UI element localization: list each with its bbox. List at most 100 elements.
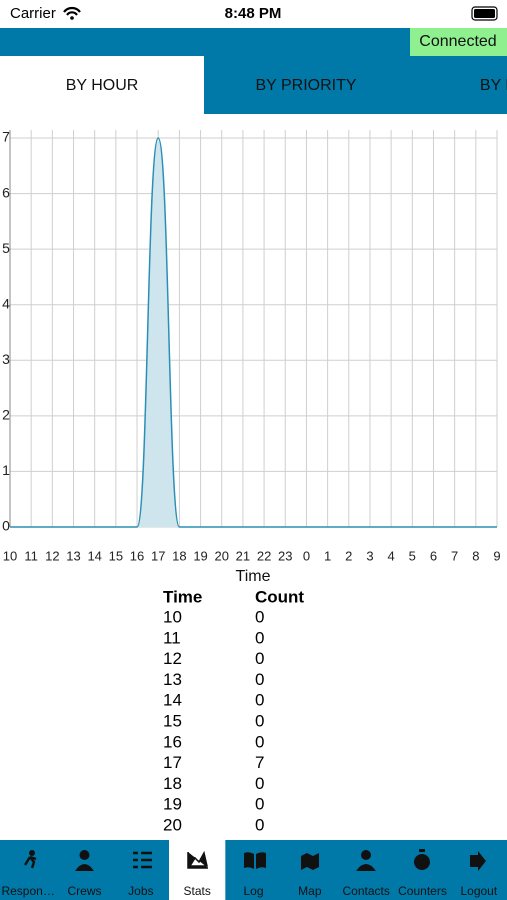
clock: 8:48 PM — [225, 5, 282, 22]
wifi-icon — [63, 6, 81, 16]
icon-counters-top — [419, 849, 425, 852]
table-cell: 7 — [255, 753, 264, 772]
x-tick-label: 7 — [451, 548, 458, 563]
table: Time Count 10 0 11 0 12 0 13 0 14 0 15 0 16 0 17 7 18 0 19 0 2… — [163, 587, 304, 834]
icon-runner-body — [23, 855, 37, 869]
tab-active-bg — [0, 56, 204, 114]
x-tick-label: 4 — [388, 548, 395, 563]
x-tick-label: 13 — [66, 548, 80, 563]
line — [10, 137, 497, 528]
x-tick-label: 18 — [172, 548, 186, 563]
table-cell: 0 — [255, 649, 264, 668]
x-tick-label: 17 — [151, 548, 165, 563]
table-cell: 0 — [255, 795, 264, 814]
x-axis-label: Time — [236, 568, 271, 585]
table-cell: 0 — [255, 815, 264, 834]
icon-jobs — [133, 851, 152, 869]
nav-label[interactable]: Stats — [183, 884, 210, 898]
nav-label[interactable]: Counters — [398, 884, 447, 898]
nav-label[interactable]: Logout — [460, 884, 497, 898]
area — [10, 138, 497, 527]
table-cell: 0 — [255, 628, 264, 647]
icon-crews-body — [75, 864, 94, 871]
y-tick-label: 7 — [2, 129, 10, 145]
icon-runner — [29, 850, 35, 856]
y-tick-label: 5 — [2, 240, 10, 256]
nav-label[interactable]: Crews — [67, 884, 101, 898]
x-tick-label: 20 — [215, 548, 229, 563]
table-cell: 13 — [163, 670, 182, 689]
x-tick-label: 6 — [430, 548, 437, 563]
x-tick-label: 19 — [193, 548, 207, 563]
nav-label[interactable]: Log — [243, 884, 263, 898]
x-tick-label: 21 — [236, 548, 250, 563]
x-tick-label: 1 — [324, 548, 331, 563]
icon-contacts-body — [356, 864, 376, 871]
table-cell: 12 — [163, 649, 182, 668]
x-tick-label: 15 — [109, 548, 123, 563]
icon-log — [244, 852, 266, 869]
x-tick-label: 11 — [24, 548, 38, 563]
nav-icons — [23, 849, 486, 871]
nav-label[interactable]: Jobs — [128, 884, 153, 898]
nav-label[interactable]: Respon… — [1, 884, 54, 898]
table-cell: 16 — [163, 732, 182, 751]
icon-crews — [79, 850, 90, 860]
table-header: Count — [255, 587, 304, 606]
table-cell: 15 — [163, 711, 182, 730]
table-cell: 0 — [255, 774, 264, 793]
y-tick-label: 6 — [2, 184, 10, 200]
table-cell: 19 — [163, 795, 182, 814]
table-cell: 10 — [163, 607, 182, 626]
x-tick-label: 12 — [45, 548, 59, 563]
table-cell: 0 — [255, 670, 264, 689]
x-tick-label: 8 — [472, 548, 479, 563]
battery-level — [474, 9, 495, 18]
table-cell: 0 — [255, 691, 264, 710]
tabs: BY HOUR BY PRIORITY BY DUR — [66, 77, 507, 94]
battery — [471, 6, 498, 21]
x-tick-label: 3 — [366, 548, 373, 563]
y-tick-label: 0 — [2, 518, 10, 534]
x-tick-label: 16 — [130, 548, 144, 563]
x-tick-label: 22 — [257, 548, 271, 563]
table-cell: 20 — [163, 815, 182, 834]
tab-label[interactable]: BY HOUR — [66, 77, 139, 94]
x-tick-label: 5 — [409, 548, 416, 563]
nav-label[interactable]: Map — [298, 884, 322, 898]
icon-contacts — [361, 850, 371, 860]
tab-label[interactable]: BY DUR — [480, 77, 507, 94]
y-tick-label: 1 — [2, 462, 10, 478]
x-tick-label: 23 — [278, 548, 292, 563]
table-cell: 0 — [255, 607, 264, 626]
x-tick-label: 0 — [303, 548, 310, 563]
y-tick-label: 4 — [2, 295, 10, 311]
x-tick-label: 10 — [3, 548, 17, 563]
x-tick-label: 9 — [493, 548, 500, 563]
table-cell: 14 — [163, 691, 182, 710]
table-cell: 18 — [163, 774, 182, 793]
icon-stats — [187, 850, 208, 869]
icon-map — [301, 853, 319, 870]
carrier: Carrier — [10, 5, 56, 22]
nav-label[interactable]: Contacts — [342, 884, 389, 898]
connection-badge — [410, 28, 507, 56]
table-cell: 11 — [163, 628, 181, 647]
table-header: Time — [163, 587, 202, 606]
tab-label[interactable]: BY PRIORITY — [255, 77, 356, 94]
wifi-dot — [70, 16, 74, 20]
x-tick-label: 2 — [345, 548, 352, 563]
y-tick-label: 2 — [2, 407, 10, 423]
icon-counters — [414, 854, 430, 870]
table-cell: 0 — [255, 732, 264, 751]
table-cell: 17 — [163, 753, 182, 772]
table-cell: 0 — [255, 711, 264, 730]
x-tick-label: 14 — [87, 548, 101, 563]
nav-selected-bg — [169, 840, 226, 900]
nav-labels: Respon… Crews Jobs Stats Log Map Contacts Count… — [1, 884, 497, 898]
y-tick-label: 3 — [2, 351, 10, 367]
icon-logout — [470, 851, 486, 871]
